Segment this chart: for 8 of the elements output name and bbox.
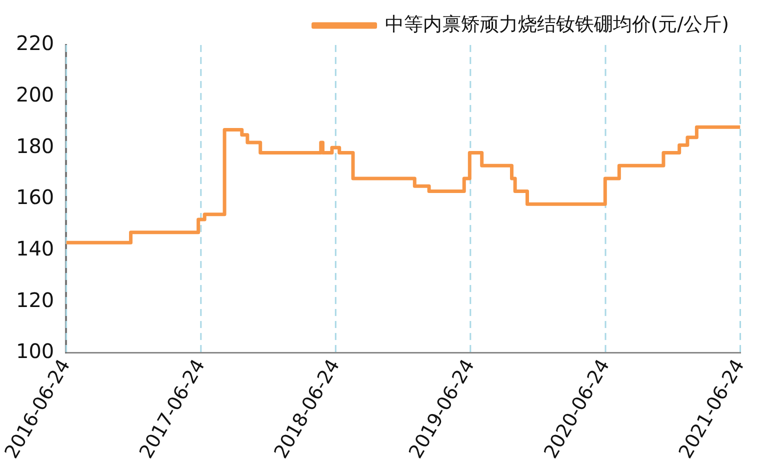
legend-label: 中等内禀矫顽力烧结钕铁硼均价(元/公斤) [384,13,730,36]
y-tick-label: 180 [16,134,54,158]
y-tick-label: 220 [16,31,54,56]
y-tick-label: 140 [16,236,54,261]
y-tick-label: 100 [16,339,54,364]
y-tick-label: 160 [16,185,54,210]
y-tick-label: 200 [16,82,54,107]
y-tick-label: 120 [16,288,54,312]
